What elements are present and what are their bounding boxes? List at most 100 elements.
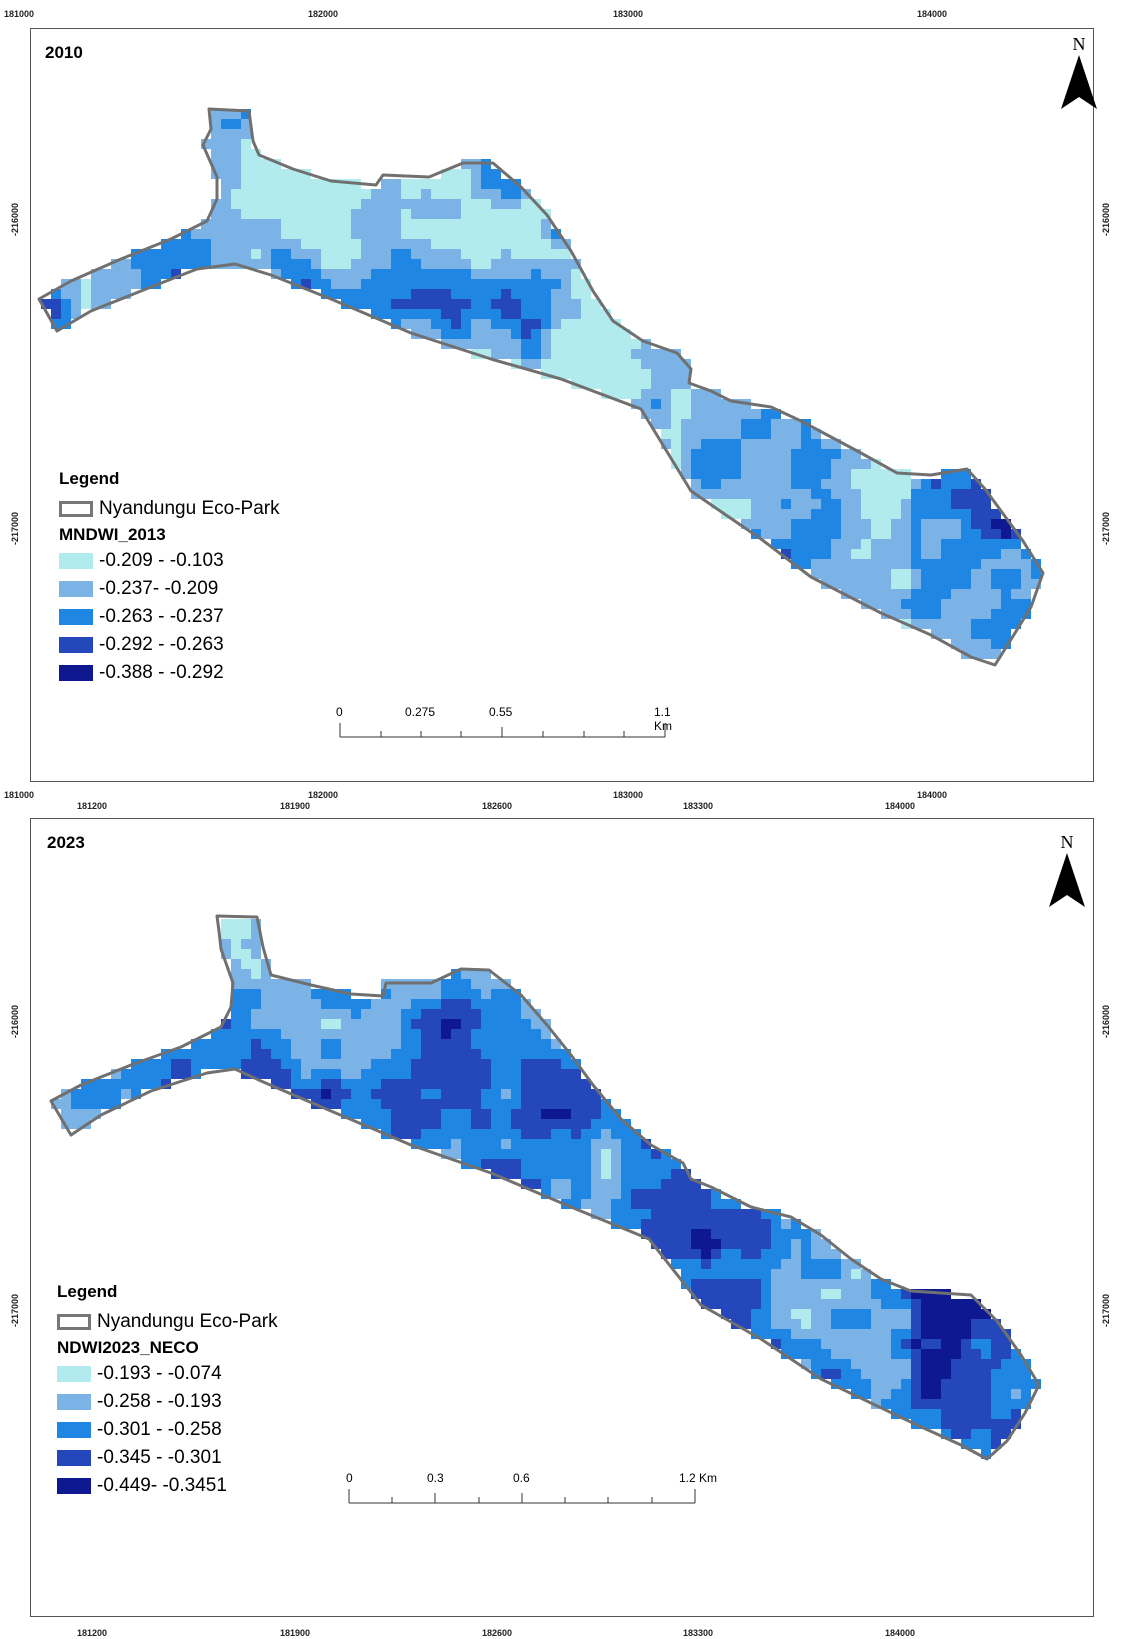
raster-cell <box>231 1039 241 1049</box>
raster-cell <box>991 619 1001 629</box>
raster-cell <box>861 1269 871 1279</box>
raster-cell <box>431 239 441 249</box>
raster-cell <box>851 559 861 569</box>
raster-cell <box>981 529 991 539</box>
raster-cell <box>911 1319 921 1329</box>
raster-cell <box>981 1349 991 1359</box>
raster-cell <box>551 1069 561 1079</box>
raster-cell <box>441 289 451 299</box>
raster-cell <box>271 229 281 239</box>
raster-cell <box>441 1039 451 1049</box>
raster-cell <box>581 349 591 359</box>
raster-cell <box>811 519 821 529</box>
scale-bar-line <box>348 1489 696 1504</box>
raster-cell <box>351 259 361 269</box>
raster-cell <box>301 189 311 199</box>
raster-cell <box>261 169 271 179</box>
raster-cell <box>691 419 701 429</box>
raster-cell <box>251 149 261 159</box>
raster-cell <box>291 1019 301 1029</box>
raster-cell <box>121 1079 131 1089</box>
raster-cell <box>851 1389 861 1399</box>
raster-cell <box>771 539 781 549</box>
raster-cell <box>441 1079 451 1089</box>
raster-cell <box>741 1309 751 1319</box>
raster-cell <box>231 239 241 249</box>
raster-cell <box>981 1429 991 1439</box>
raster-cell <box>501 239 511 249</box>
raster-cell <box>771 1309 781 1319</box>
raster-cell <box>521 349 531 359</box>
raster-cell <box>131 279 141 289</box>
raster-cell <box>571 1089 581 1099</box>
raster-cell <box>681 469 691 479</box>
raster-cell <box>501 299 511 309</box>
raster-cell <box>651 1229 661 1239</box>
raster-cell <box>601 1159 611 1169</box>
raster-cell <box>791 1319 801 1329</box>
raster-cell <box>881 1369 891 1379</box>
raster-cell <box>671 1189 681 1199</box>
raster-cell <box>641 1209 651 1219</box>
raster-cell <box>941 559 951 569</box>
raster-cell <box>761 1309 771 1319</box>
raster-cell <box>741 1219 751 1229</box>
raster-cell <box>1001 609 1011 619</box>
raster-cell <box>371 1119 381 1129</box>
raster-cell <box>891 1329 901 1339</box>
raster-cell <box>221 1029 231 1039</box>
raster-cell <box>261 979 271 989</box>
raster-cell <box>751 1249 761 1259</box>
raster-cell <box>321 189 331 199</box>
raster-cell <box>731 1249 741 1259</box>
raster-cell <box>981 1359 991 1369</box>
raster-cell <box>461 289 471 299</box>
raster-cell <box>961 489 971 499</box>
raster-cell <box>401 1019 411 1029</box>
raster-cell <box>261 249 271 259</box>
raster-cell <box>331 249 341 259</box>
raster-cell <box>451 299 461 309</box>
raster-cell <box>551 1079 561 1089</box>
raster-cell <box>261 259 271 269</box>
raster-cell <box>851 1289 861 1299</box>
raster-cell <box>701 1229 711 1239</box>
raster-cell <box>291 179 301 189</box>
raster-cell <box>491 1089 501 1099</box>
raster-cell <box>321 1039 331 1049</box>
raster-cell <box>571 319 581 329</box>
raster-cell <box>1001 1419 1011 1429</box>
raster-cell <box>361 269 371 279</box>
raster-cell <box>991 1339 1001 1349</box>
raster-cell <box>461 1119 471 1129</box>
raster-cell <box>341 999 351 1009</box>
raster-cell <box>301 1089 311 1099</box>
raster-cell <box>541 259 551 269</box>
raster-cell <box>541 1049 551 1059</box>
raster-cell <box>321 1009 331 1019</box>
raster-cell <box>231 249 241 259</box>
raster-cell <box>901 1379 911 1389</box>
raster-cell <box>841 559 851 569</box>
raster-cell <box>701 479 711 489</box>
raster-cell <box>231 959 241 969</box>
raster-cell <box>421 229 431 239</box>
raster-cell <box>881 1399 891 1409</box>
raster-cell <box>281 179 291 189</box>
raster-cell <box>871 469 881 479</box>
legend-layer-name: NDWI2023_NECO <box>57 1338 199 1357</box>
raster-cell <box>841 1259 851 1269</box>
raster-cell <box>241 1019 251 1029</box>
raster-cell <box>711 439 721 449</box>
bottom-tick: 182600 <box>482 1628 513 1638</box>
raster-cell <box>741 509 751 519</box>
raster-cell <box>951 569 961 579</box>
raster-cell <box>981 1339 991 1349</box>
raster-cell <box>991 579 1001 589</box>
raster-cell <box>321 1089 331 1099</box>
raster-cell <box>1011 1349 1021 1359</box>
raster-cell <box>621 349 631 359</box>
raster-cell <box>451 289 461 299</box>
raster-cell <box>971 609 981 619</box>
raster-cell <box>501 219 511 229</box>
